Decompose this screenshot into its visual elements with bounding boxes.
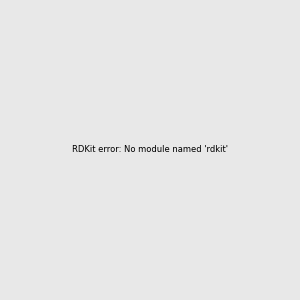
Text: RDKit error: No module named 'rdkit': RDKit error: No module named 'rdkit' xyxy=(72,146,228,154)
